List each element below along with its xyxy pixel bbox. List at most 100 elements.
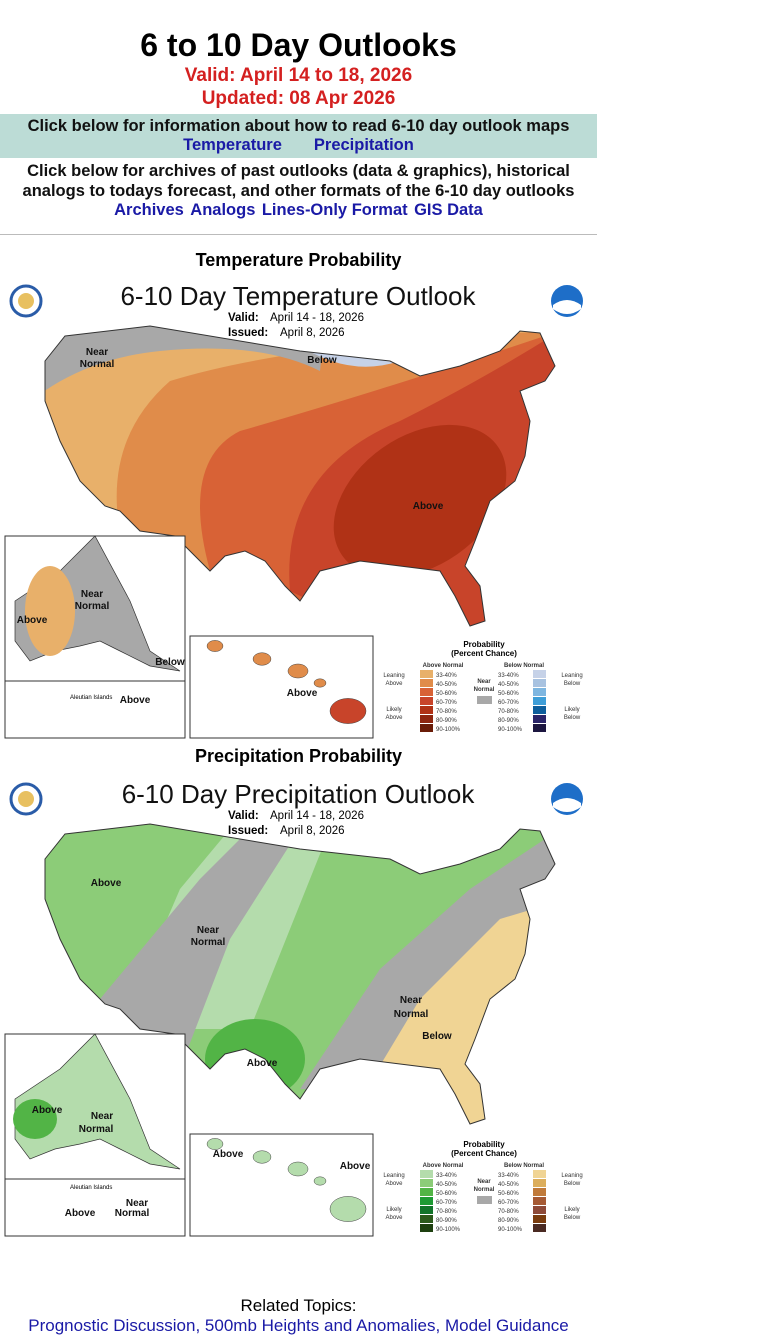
legend-near-swatch [477, 1196, 492, 1204]
aleutian-label-near: Near [126, 1198, 148, 1209]
legend-above-range: 40-50% [436, 1182, 457, 1188]
legend-below-swatch [533, 1188, 546, 1196]
legend-below-range: 70-80% [498, 1209, 519, 1215]
valid-label: Valid: [228, 810, 259, 822]
aleutian-label-above: Above [120, 695, 151, 706]
doc-seal-logo [9, 284, 43, 318]
noaa-wave [553, 798, 581, 812]
label-above: Above [413, 501, 444, 512]
hawaii-label-above: Above [287, 688, 318, 699]
gis-data-link[interactable]: GIS Data [414, 201, 483, 219]
ak-label-below: Below [155, 657, 185, 668]
legend-near-swatch [477, 696, 492, 704]
legend-below-range: 60-70% [498, 1200, 519, 1206]
aleutian-label-above: Above [65, 1208, 96, 1219]
label-near: Near [86, 347, 108, 358]
legend-above-range: 50-60% [436, 691, 457, 697]
ak-label-normal: Normal [75, 601, 110, 612]
legend-below-range: 50-60% [498, 1191, 519, 1197]
legend-below-swatch [533, 1197, 546, 1205]
aleutian-label: Aleutian Islands [70, 695, 112, 701]
legend-leaning-above: Leaning [383, 1173, 404, 1179]
legend-subtitle: (Percent Chance) [451, 1149, 517, 1158]
legend-below-range: 33-40% [498, 1173, 519, 1179]
noaa-wave [553, 300, 581, 314]
legend-above-range: 70-80% [436, 709, 457, 715]
legend-above-swatch [420, 670, 433, 678]
legend-below-range: 80-90% [498, 718, 519, 724]
hawaii-label-above: Above [213, 1149, 244, 1160]
legend-below-head: Below Normal [504, 1163, 544, 1169]
map-title: 6-10 Day Temperature Outlook [120, 281, 476, 311]
ak-label-near: Near [81, 589, 103, 600]
howto-text: Click below for information about how to… [27, 117, 570, 135]
label-near-east: Near [400, 995, 422, 1006]
lines-only-link[interactable]: Lines-Only Format [261, 201, 408, 219]
seal-center [18, 791, 34, 807]
legend-normal: Normal [474, 1187, 495, 1193]
legend-near: Near [477, 679, 491, 685]
analogs-link[interactable]: Analogs [190, 201, 256, 219]
legend-title: Probability [463, 1140, 505, 1149]
legend-above-head: Above Normal [423, 1163, 464, 1169]
legend-leaning-below-2: Below [564, 1181, 581, 1187]
legend-above-swatch [420, 688, 433, 696]
legend-leaning-above-2: Above [385, 1181, 403, 1187]
legend-likely-above-2: Above [385, 1215, 403, 1221]
hawaii-island [313, 678, 327, 688]
page-header: 6 to 10 Day Outlooks Valid: April 14 to … [0, 0, 597, 271]
archives-text: Click below for archives of past outlook… [22, 162, 575, 200]
aleutian-label: Aleutian Islands [70, 1185, 112, 1191]
legend-below-swatch [533, 1179, 546, 1187]
hawaii-island [313, 1176, 327, 1186]
seal-center [18, 293, 34, 309]
hawaii-island [252, 652, 272, 666]
legend-above-range: 33-40% [436, 1173, 457, 1179]
hawaii-island [287, 1161, 309, 1177]
page-title: 6 to 10 Day Outlooks [140, 27, 457, 63]
hawaii-island [252, 1150, 272, 1164]
precipitation-heading: Precipitation Probability [194, 746, 403, 766]
label-tx-above: Above [247, 1058, 278, 1069]
label-below: Below [422, 1031, 452, 1042]
legend-below-swatch [533, 706, 546, 714]
legend-below-range: 50-60% [498, 691, 519, 697]
related-links[interactable]: Prognostic Discussion, 500mb Heights and… [28, 1316, 569, 1335]
legend-normal: Normal [474, 687, 495, 693]
legend-below-swatch [533, 670, 546, 678]
alaska-shape [14, 1033, 181, 1170]
above-70-region [333, 424, 507, 578]
legend-near: Near [477, 1179, 491, 1185]
legend-subtitle: (Percent Chance) [451, 649, 517, 658]
ak-label-above: Above [17, 615, 48, 626]
ak-label-near: Near [91, 1111, 113, 1122]
legend-above-range: 90-100% [436, 1227, 461, 1233]
legend-likely-below-2: Below [564, 715, 581, 721]
map-title: 6-10 Day Precipitation Outlook [122, 779, 476, 809]
hawaii-island [329, 1196, 367, 1222]
temperature-heading: Temperature Probability [195, 250, 402, 270]
legend-below-swatch [533, 688, 546, 696]
precipitation-help-link[interactable]: Precipitation [313, 136, 414, 154]
conus-shading [45, 326, 555, 626]
temperature-help-link[interactable]: Temperature [183, 136, 282, 154]
legend-above-swatch [420, 1206, 433, 1214]
noaa-logo [551, 285, 583, 317]
legend-below-range: 40-50% [498, 682, 519, 688]
legend-below-range: 80-90% [498, 1218, 519, 1224]
legend-below-range: 60-70% [498, 700, 519, 706]
legend-above-swatch [420, 697, 433, 705]
legend-below-swatch [533, 1206, 546, 1214]
legend-leaning-below: Leaning [561, 1173, 582, 1179]
legend-above-range: 40-50% [436, 682, 457, 688]
label-near: Near [197, 925, 219, 936]
related-label: Related Topics: [240, 1296, 357, 1315]
legend-above-swatch [420, 1197, 433, 1205]
legend-below-swatch [533, 715, 546, 723]
legend-likely-above-2: Above [385, 715, 403, 721]
archives-link[interactable]: Archives [114, 201, 184, 219]
conus-outline [44, 325, 556, 627]
issued-date: April 8, 2026 [280, 825, 345, 837]
